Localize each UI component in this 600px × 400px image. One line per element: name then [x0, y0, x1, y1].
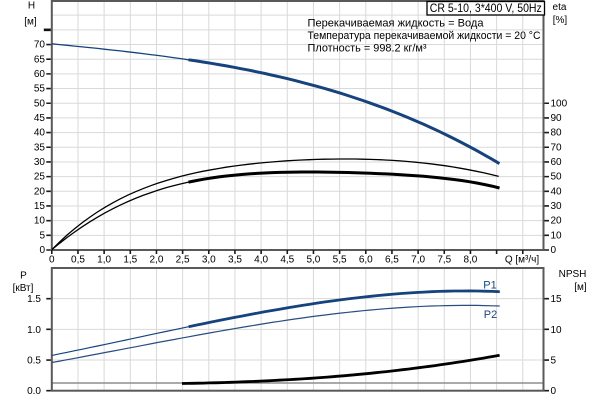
svg-text:1.0: 1.0: [27, 325, 41, 336]
svg-text:H: H: [28, 1, 35, 12]
svg-text:7,0: 7,0: [411, 255, 425, 266]
svg-text:10: 10: [34, 216, 46, 227]
svg-text:8,0: 8,0: [463, 255, 477, 266]
svg-text:2,0: 2,0: [150, 255, 164, 266]
svg-text:0.0: 0.0: [27, 386, 41, 397]
svg-text:P2: P2: [484, 309, 497, 321]
svg-text:CR 5-10, 3*400 V, 50Hz: CR 5-10, 3*400 V, 50Hz: [430, 1, 542, 15]
svg-text:30: 30: [34, 157, 46, 168]
svg-text:Q [м³/ч]: Q [м³/ч]: [505, 255, 540, 266]
svg-text:[кВт]: [кВт]: [13, 283, 34, 294]
svg-text:4,0: 4,0: [254, 255, 268, 266]
svg-text:35: 35: [34, 142, 46, 153]
svg-text:Плотность = 998.2 кг/м³: Плотность = 998.2 кг/м³: [308, 43, 427, 55]
svg-text:45: 45: [34, 113, 46, 124]
svg-text:90: 90: [551, 113, 563, 124]
svg-text:3,5: 3,5: [228, 255, 242, 266]
svg-text:3,0: 3,0: [202, 255, 216, 266]
svg-text:5: 5: [551, 356, 557, 367]
svg-text:15: 15: [34, 201, 46, 212]
svg-text:10: 10: [551, 325, 563, 336]
svg-text:NPSH: NPSH: [559, 269, 587, 280]
svg-text:[%]: [%]: [553, 15, 568, 26]
svg-text:6,0: 6,0: [359, 255, 373, 266]
svg-text:5: 5: [39, 230, 45, 241]
svg-text:Перекачиваемая жидкость = Вода: Перекачиваемая жидкость = Вода: [308, 18, 485, 30]
svg-text:1,0: 1,0: [97, 255, 111, 266]
svg-text:0,5: 0,5: [71, 255, 85, 266]
svg-text:5,5: 5,5: [333, 255, 347, 266]
svg-text:25: 25: [34, 172, 46, 183]
svg-text:70: 70: [34, 40, 46, 51]
svg-text:[м]: [м]: [574, 282, 587, 293]
svg-text:2,5: 2,5: [176, 255, 190, 266]
svg-text:50: 50: [551, 172, 563, 183]
svg-text:0: 0: [551, 386, 557, 397]
svg-text:65: 65: [34, 54, 46, 65]
svg-text:50: 50: [34, 98, 46, 109]
svg-text:40: 40: [34, 128, 46, 139]
svg-text:20: 20: [34, 186, 46, 197]
svg-text:60: 60: [551, 157, 563, 168]
svg-text:100: 100: [551, 98, 568, 109]
svg-text:55: 55: [34, 84, 46, 95]
svg-text:70: 70: [551, 142, 563, 153]
svg-text:40: 40: [551, 186, 563, 197]
svg-text:60: 60: [34, 69, 46, 80]
svg-text:0.5: 0.5: [27, 356, 41, 367]
svg-text:0: 0: [49, 255, 55, 266]
svg-text:80: 80: [551, 128, 563, 139]
svg-text:30: 30: [551, 201, 563, 212]
svg-text:P1: P1: [483, 280, 496, 292]
svg-text:Температура перекачиваемой жид: Температура перекачиваемой жидкости = 20…: [308, 30, 541, 42]
svg-text:7,5: 7,5: [437, 255, 451, 266]
svg-text:4,5: 4,5: [280, 255, 294, 266]
svg-text:5,0: 5,0: [306, 255, 320, 266]
svg-text:20: 20: [551, 216, 563, 227]
svg-text:6,5: 6,5: [385, 255, 399, 266]
svg-text:1.5: 1.5: [27, 294, 41, 305]
svg-text:P: P: [20, 271, 27, 282]
svg-text:0: 0: [551, 245, 557, 256]
svg-text:1,5: 1,5: [123, 255, 137, 266]
svg-text:[м]: [м]: [24, 17, 37, 28]
svg-text:eta: eta: [553, 2, 567, 13]
svg-text:10: 10: [551, 230, 563, 241]
svg-text:15: 15: [551, 294, 563, 305]
svg-text:0: 0: [39, 245, 45, 256]
